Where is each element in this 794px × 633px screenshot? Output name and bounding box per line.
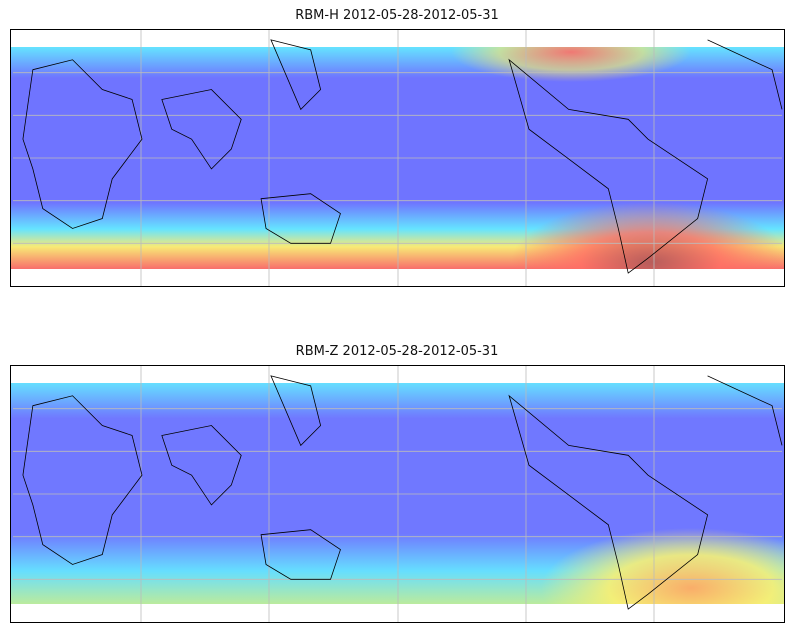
coastlines [22, 39, 783, 274]
rbm-z-field [11, 383, 784, 604]
graticule [13, 30, 783, 286]
panel-title-rbm-h: RBM-H 2012-05-28-2012-05-31 [295, 8, 499, 23]
graticule [13, 366, 783, 622]
map-axes-rbm-z [10, 365, 785, 623]
map-axes-rbm-h [10, 29, 785, 287]
panel-title-rbm-z: RBM-Z 2012-05-28-2012-05-31 [295, 344, 499, 359]
coastlines [22, 375, 783, 610]
